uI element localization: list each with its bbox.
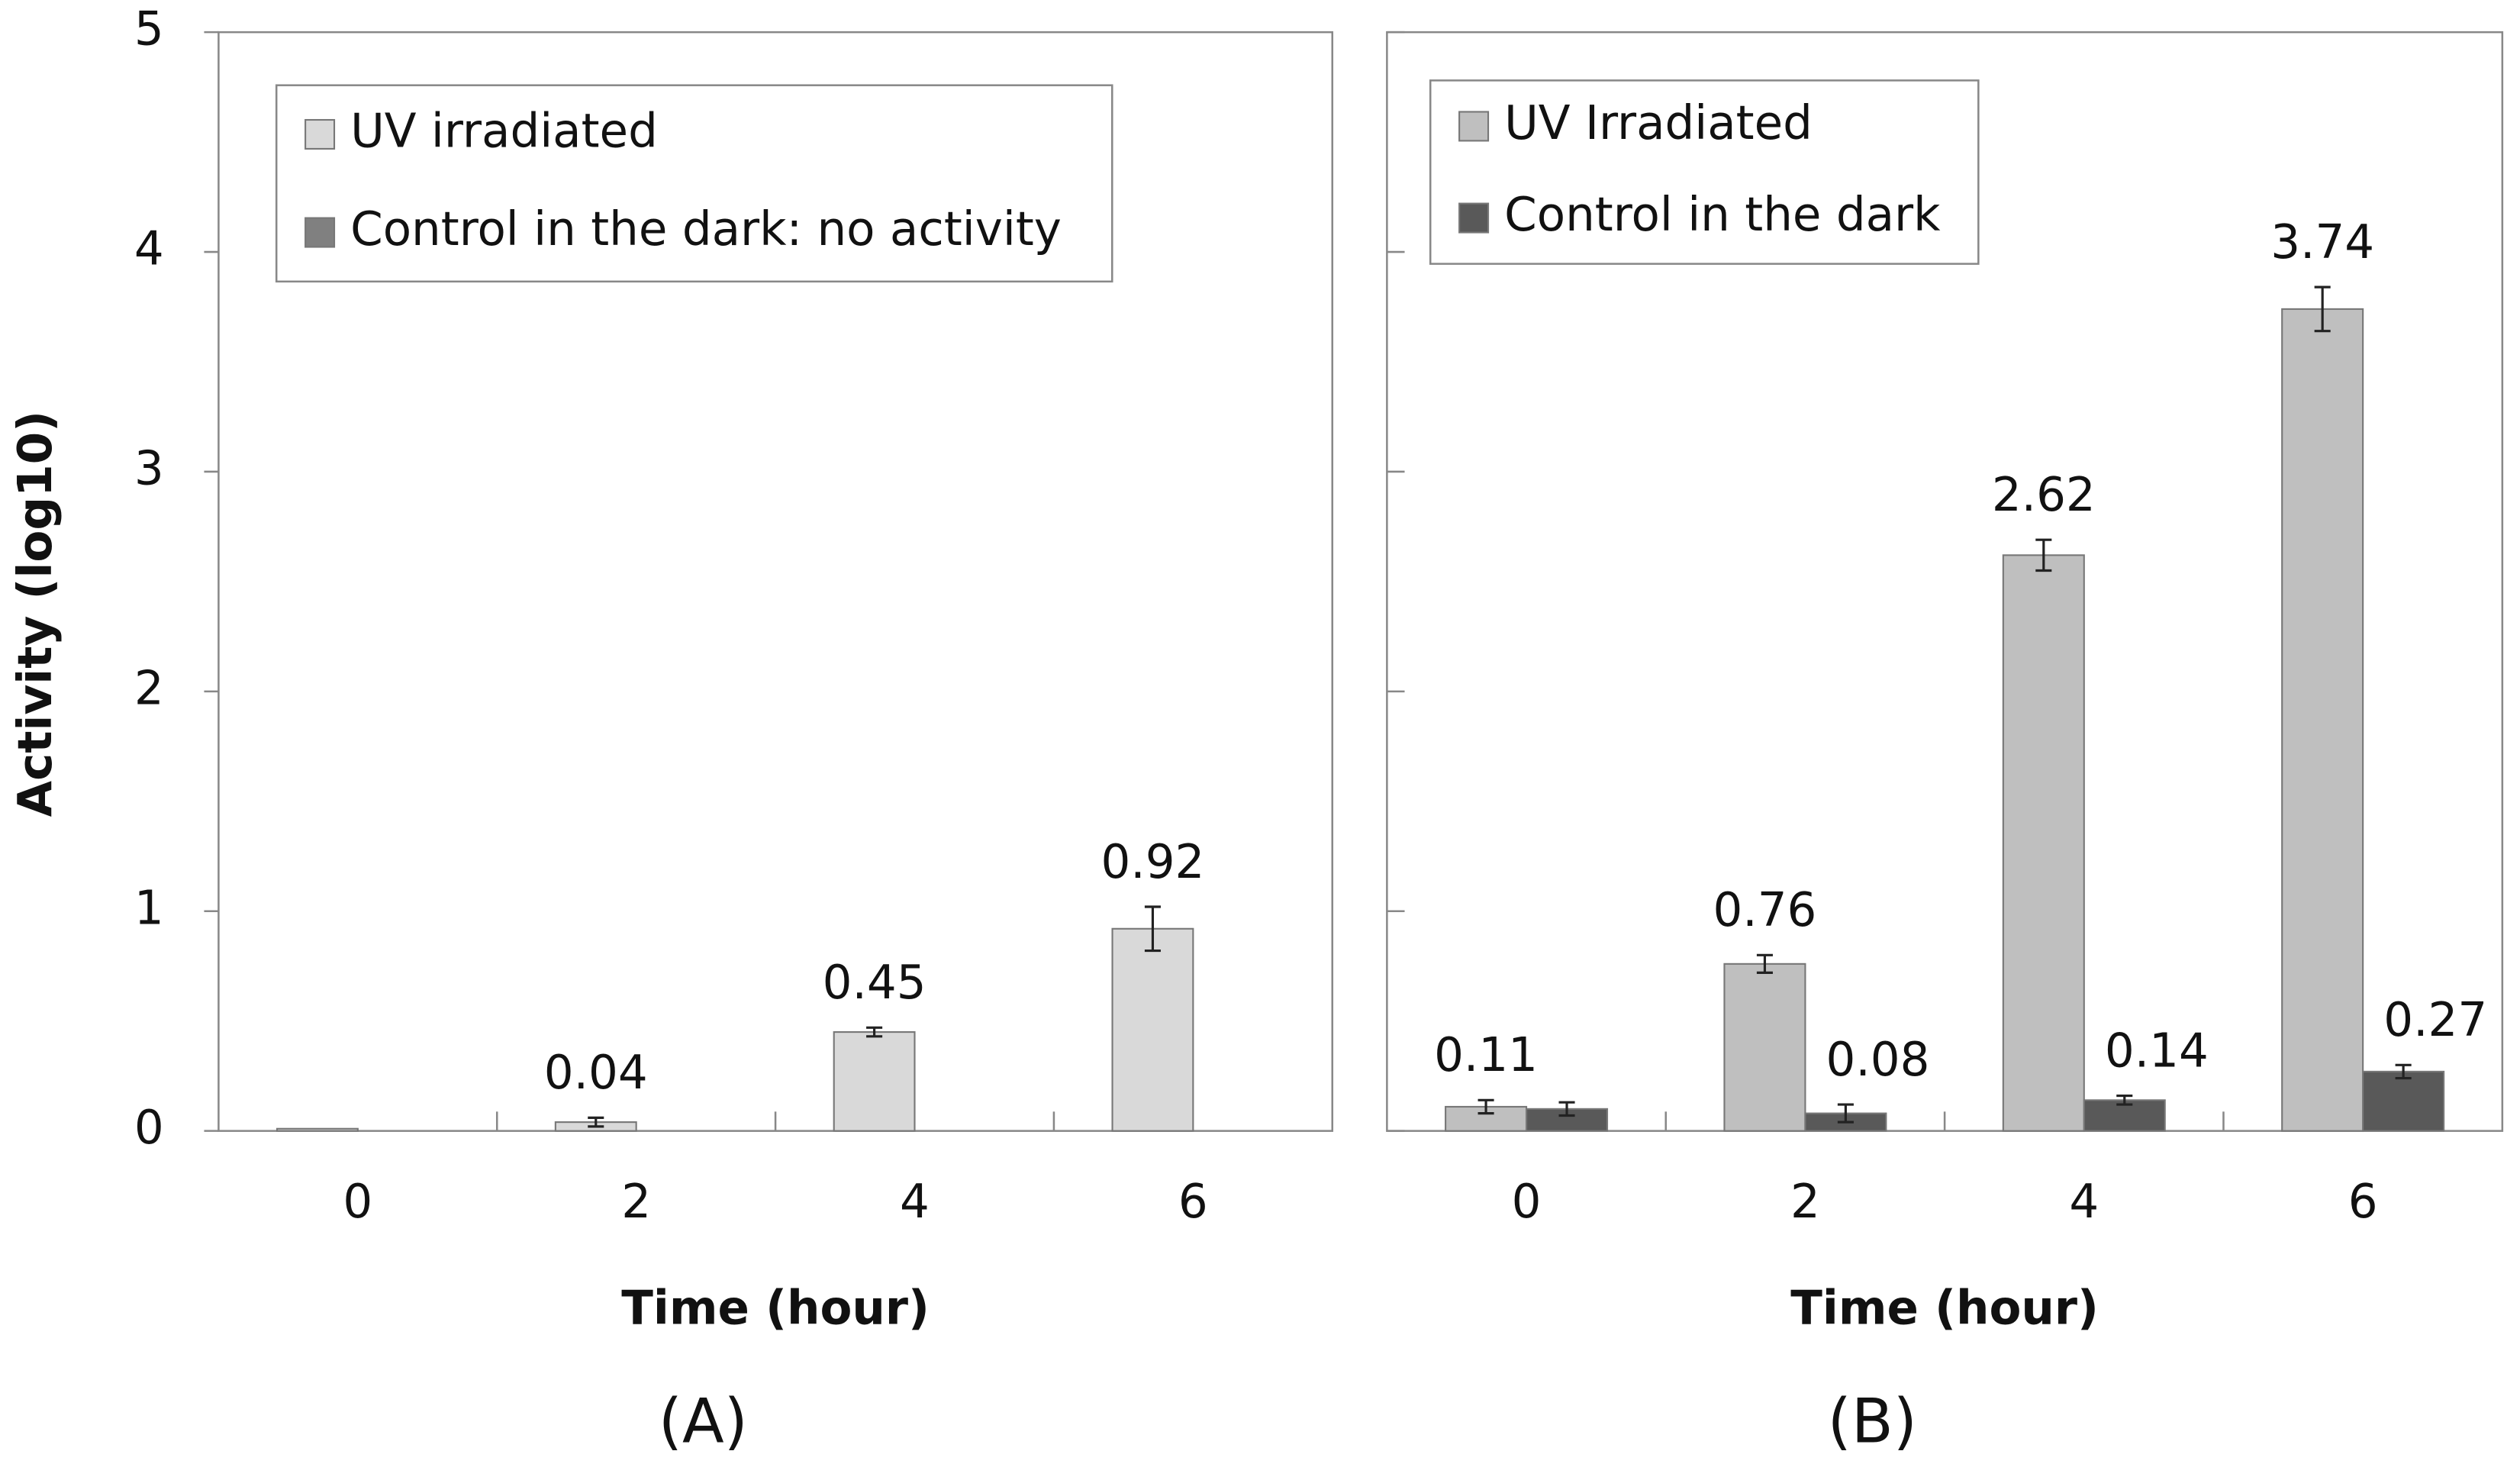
bar [2281,308,2364,1132]
legend-swatch [1458,202,1490,234]
y-axis-title: Activity (log10) [8,411,63,817]
legend-swatch [1458,111,1490,142]
legend-box [1429,79,1980,265]
legend-label: UV irradiated [350,105,658,159]
error-bar [588,1116,604,1128]
error-bar [1837,1103,1854,1124]
bar [1723,962,1806,1132]
legend-label: UV Irradiated [1504,96,1813,150]
error-bar [1558,1101,1575,1117]
y-tick-label: 4 [134,222,164,276]
bar [1111,927,1194,1132]
value-label: 0.92 [1100,835,1204,889]
bar [833,1031,916,1132]
y-tick-label: 2 [134,661,164,715]
error-bar [866,1026,883,1038]
x-tick-label: 4 [900,1175,930,1229]
y-tick-label: 5 [134,2,164,56]
legend-box [275,84,1113,283]
x-tick-label: 0 [343,1175,372,1229]
y-tick-label: 3 [134,442,164,496]
legend-label: Control in the dark [1504,188,1941,242]
error-bar [2395,1063,2412,1080]
value-label: 3.74 [2270,215,2374,269]
value-label: 2.62 [1992,468,2096,522]
value-label: 0.27 [2383,993,2487,1047]
panel-label: (B) [1828,1385,1917,1456]
y-tick-label: 0 [134,1101,164,1155]
bar [1525,1108,1609,1132]
value-label: 0.04 [544,1046,648,1100]
value-label: 0.11 [1434,1028,1538,1082]
panel-label: (A) [659,1385,748,1456]
value-label: 0.14 [2105,1024,2209,1078]
error-bar [1478,1098,1494,1115]
x-tick-label: 6 [2348,1175,2378,1229]
value-label: 0.76 [1713,883,1816,937]
error-bar [1756,953,1773,974]
x-tick-label: 0 [1512,1175,1542,1229]
bar [276,1127,359,1132]
bar [2002,554,2085,1132]
x-tick-label: 4 [2069,1175,2099,1229]
x-tick-label: 2 [621,1175,651,1229]
x-tick-label: 2 [1790,1175,1820,1229]
legend-swatch [305,217,336,248]
value-label: 0.45 [823,956,926,1010]
x-axis-title: Time (hour) [1790,1281,2099,1335]
bar [2362,1070,2445,1132]
legend-swatch [305,118,336,150]
value-label: 0.08 [1826,1033,1930,1087]
error-bar [1144,905,1161,953]
legend-label: Control in the dark: no activity [350,202,1062,256]
error-bar [2035,538,2052,572]
error-bar [2116,1095,2133,1106]
x-axis-title: Time (hour) [621,1281,930,1335]
y-tick-label: 1 [134,881,164,935]
x-tick-label: 6 [1178,1175,1208,1229]
error-bar [2314,285,2331,333]
